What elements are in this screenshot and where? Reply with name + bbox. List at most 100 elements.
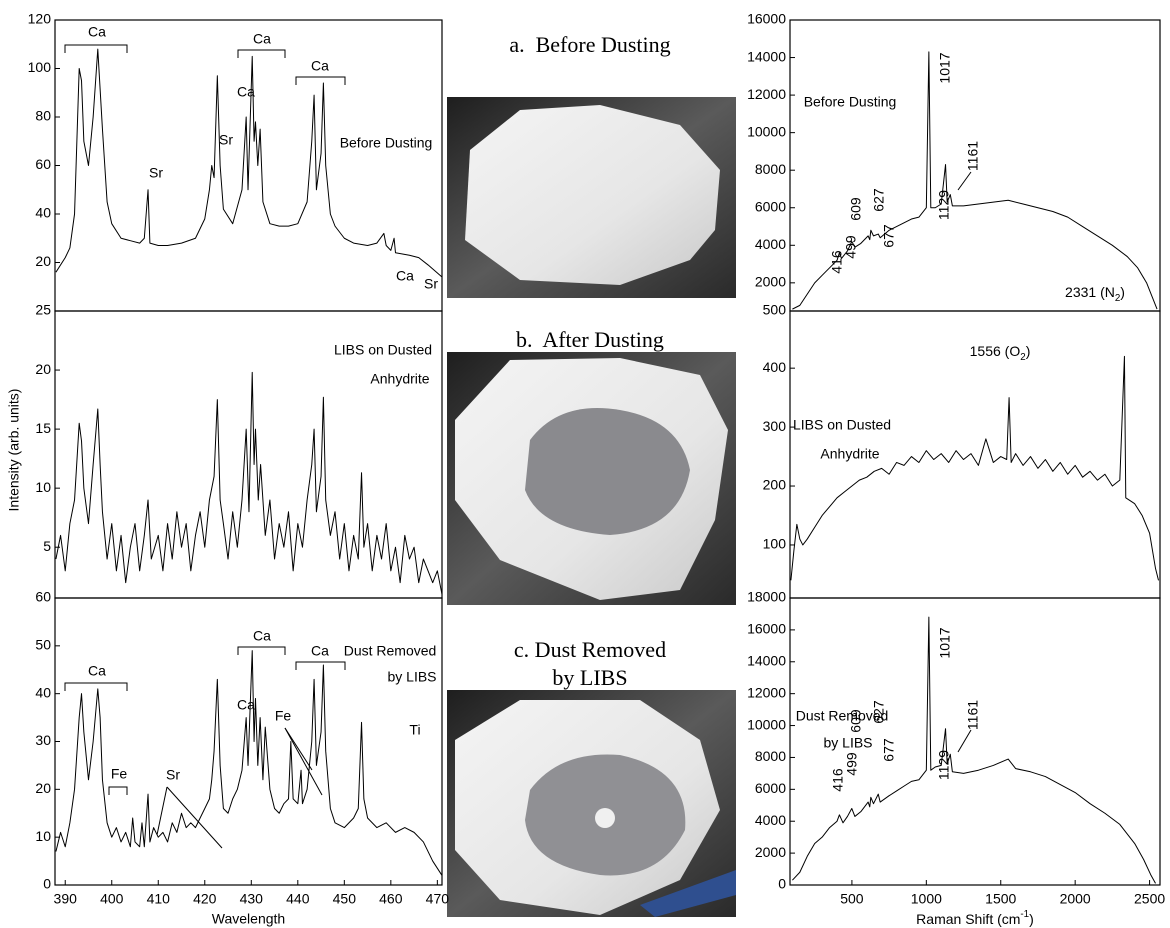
peak-label: 1129 [936, 750, 952, 780]
y-tick-label: 80 [35, 108, 51, 124]
annotation-part: 1556 (O [970, 343, 1021, 359]
x-tick-label: 2000 [1060, 891, 1091, 907]
x-tick-label: 410 [147, 891, 171, 907]
photo-before [447, 97, 736, 298]
y-tick-label: 20 [35, 780, 51, 796]
peak-label: 609 [848, 197, 864, 221]
annotation: Dust Removed [796, 708, 889, 724]
x-tick-label: 2500 [1134, 891, 1165, 907]
x-axis-label-part: -1 [1020, 909, 1029, 920]
x-tick-label: 400 [100, 891, 124, 907]
leader [166, 786, 223, 849]
x-axis-label-part: Raman Shift (cm [916, 911, 1020, 927]
peak-label: 499 [843, 235, 859, 259]
y-tick-label: 6000 [755, 780, 786, 796]
caption: by LIBS [552, 665, 627, 690]
y-tick-label: 50 [35, 637, 51, 653]
peak-label: 416 [829, 250, 845, 274]
y-tick-label: 10000 [747, 123, 786, 139]
y-tick-label: 16000 [747, 621, 786, 637]
plot-frame [789, 597, 1161, 886]
x-tick-label: 500 [840, 891, 864, 907]
annotation: Sr [219, 132, 233, 148]
y-tick-label: 14000 [747, 48, 786, 64]
annotation: by LIBS [387, 669, 436, 685]
caption: a. Before Dusting [509, 32, 670, 57]
bracket [295, 661, 346, 670]
annotation: Sr [424, 276, 438, 292]
y-tick-label: 200 [763, 477, 787, 493]
y-tick-label: 4000 [755, 812, 786, 828]
spectrum [790, 355, 1159, 581]
y-tick-label: 10000 [747, 716, 786, 732]
peak-label: 627 [871, 700, 887, 724]
annotation: 2331 (N2) [1065, 284, 1125, 304]
x-tick-label: 460 [379, 891, 403, 907]
peak-label: 1017 [937, 627, 953, 658]
bracket [237, 646, 286, 655]
y-tick-label: 2000 [755, 274, 786, 290]
annotation: LIBS on Dusted [334, 342, 432, 358]
peak-label: 677 [881, 738, 897, 762]
y-tick-label: 14000 [747, 652, 786, 668]
annotation: Before Dusting [340, 135, 433, 151]
y-tick-label: 8000 [755, 748, 786, 764]
y-tick-label: 15 [35, 420, 51, 436]
y-tick-label: 20 [35, 253, 51, 269]
y-tick-label: 20 [35, 361, 51, 377]
y-tick-label: 100 [763, 536, 787, 552]
y-tick-label: 6000 [755, 198, 786, 214]
y-tick-label: 0 [43, 876, 51, 892]
peak-label: 627 [871, 188, 887, 212]
leader [284, 727, 313, 771]
annotation: Ti [409, 722, 420, 738]
y-tick-label: 12000 [747, 684, 786, 700]
annotation-part: ) [1026, 343, 1031, 359]
x-tick-label: 390 [54, 891, 78, 907]
bracket [237, 49, 286, 58]
y-tick-label: 25 [35, 302, 51, 318]
peak-label: 416 [830, 768, 846, 792]
y-tick-label: 10 [35, 828, 51, 844]
x-axis-label: Raman Shift (cm-1) [916, 909, 1034, 927]
annotation-part: ) [1120, 284, 1125, 300]
bracket [64, 682, 128, 691]
annotation: 1556 (O2) [970, 343, 1031, 363]
leader [957, 729, 972, 753]
spectrum [792, 51, 1158, 310]
y-tick-label: 0 [778, 876, 786, 892]
peak-label: 677 [881, 224, 897, 248]
bracket [295, 76, 346, 85]
leader [957, 171, 972, 191]
annotation-part: 2331 (N [1065, 284, 1115, 300]
annotation: Sr [149, 165, 163, 181]
annotation: Ca [311, 643, 329, 659]
annotation: Before Dusting [804, 94, 897, 110]
y-tick-label: 5 [43, 538, 51, 554]
bracket [64, 44, 128, 53]
y-tick-label: 100 [28, 59, 52, 75]
annotation-part: 2 [1115, 293, 1120, 304]
y-tick-label: 16000 [747, 11, 786, 27]
y-tick-label: 18000 [747, 589, 786, 605]
annotation: Anhydrite [820, 446, 879, 462]
annotation: LIBS on Dusted [793, 417, 891, 433]
y-tick-label: 400 [763, 359, 787, 375]
annotation: Ca [396, 268, 414, 284]
x-axis-label: Wavelength [212, 911, 285, 927]
y-tick-label: 4000 [755, 236, 786, 252]
x-tick-label: 420 [193, 891, 217, 907]
leader [284, 727, 323, 796]
peak-label: 1017 [937, 52, 953, 83]
x-tick-label: 440 [286, 891, 310, 907]
y-tick-label: 2000 [755, 844, 786, 860]
y-tick-label: 12000 [747, 86, 786, 102]
y-tick-label: 40 [35, 684, 51, 700]
annotation: Ca [311, 58, 329, 74]
x-tick-label: 470 [426, 891, 450, 907]
spectrum [55, 48, 443, 278]
x-tick-label: 1000 [911, 891, 942, 907]
annotation: Sr [166, 767, 180, 783]
